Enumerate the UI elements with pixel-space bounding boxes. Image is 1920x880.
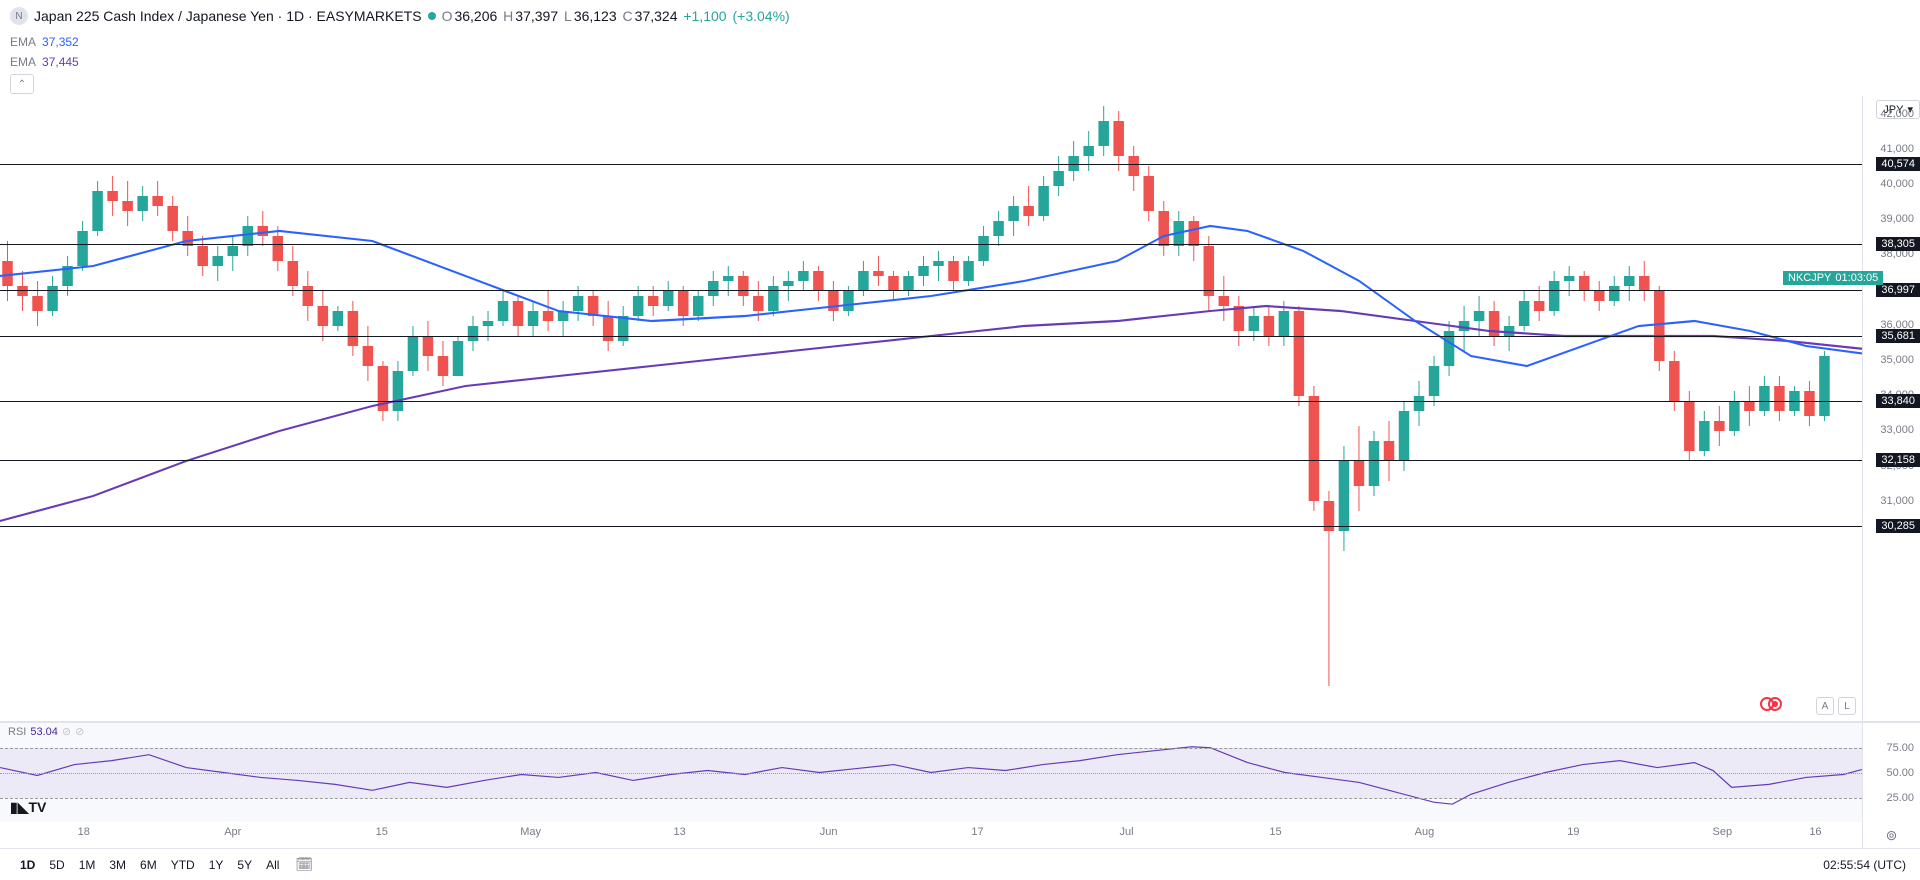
ohlc-display: O36,206 H37,397 L36,123 C37,324 +1,100 (… — [442, 8, 792, 24]
range-1Y[interactable]: 1Y — [203, 855, 230, 875]
instrument-title[interactable]: Japan 225 Cash Index / Japanese Yen · 1D… — [34, 8, 422, 24]
ema2-row[interactable]: EMA 37,445 — [0, 52, 1920, 72]
log-badge[interactable]: L — [1838, 697, 1856, 715]
calendar-icon[interactable]: 🗓 — [295, 856, 313, 873]
range-All[interactable]: All — [260, 855, 285, 875]
rsi-label[interactable]: RSI 53.04 ⊘ ⊘ — [8, 725, 84, 738]
range-selector: 1D5D1M3M6MYTD1Y5YAll 🗓 — [14, 855, 313, 875]
price-axis[interactable]: JPY▾ 42,00041,00040,00039,00038,00037,00… — [1862, 96, 1920, 722]
chart-header: N Japan 225 Cash Index / Japanese Yen · … — [0, 0, 1920, 32]
status-dot-icon — [428, 12, 436, 20]
footer-bar: 1D5D1M3M6MYTD1Y5YAll 🗓 02:55:54 (UTC) — [0, 848, 1920, 880]
eye-icon: ⊘ — [62, 725, 71, 738]
ticker-icon: N — [10, 7, 28, 25]
record-icon[interactable] — [1760, 697, 1782, 711]
rsi-axis[interactable]: A L 75.0050.0025.00 — [1862, 722, 1920, 822]
ema1-row[interactable]: EMA 37,352 — [0, 32, 1920, 52]
range-6M[interactable]: 6M — [134, 855, 163, 875]
main-chart-area[interactable]: A L — [0, 96, 1862, 722]
collapse-button[interactable]: ⌃ — [10, 74, 34, 94]
time-axis[interactable]: 18Apr15May13Jun17Jul15Aug19Sep16 — [0, 822, 1862, 848]
clock: 02:55:54 (UTC) — [1823, 858, 1906, 872]
auto-badge[interactable]: A — [1816, 697, 1834, 715]
range-3M[interactable]: 3M — [103, 855, 132, 875]
range-5D[interactable]: 5D — [43, 855, 70, 875]
rsi-chart-area[interactable]: RSI 53.04 ⊘ ⊘ ▮◣TV — [0, 722, 1862, 822]
range-5Y[interactable]: 5Y — [231, 855, 258, 875]
range-YTD[interactable]: YTD — [165, 855, 201, 875]
eye-icon: ⊘ — [75, 725, 84, 738]
tradingview-logo-icon[interactable]: ▮◣TV — [10, 799, 46, 816]
gear-icon[interactable]: ⊚ — [1886, 827, 1898, 844]
range-1M[interactable]: 1M — [73, 855, 102, 875]
range-1D[interactable]: 1D — [14, 855, 41, 875]
